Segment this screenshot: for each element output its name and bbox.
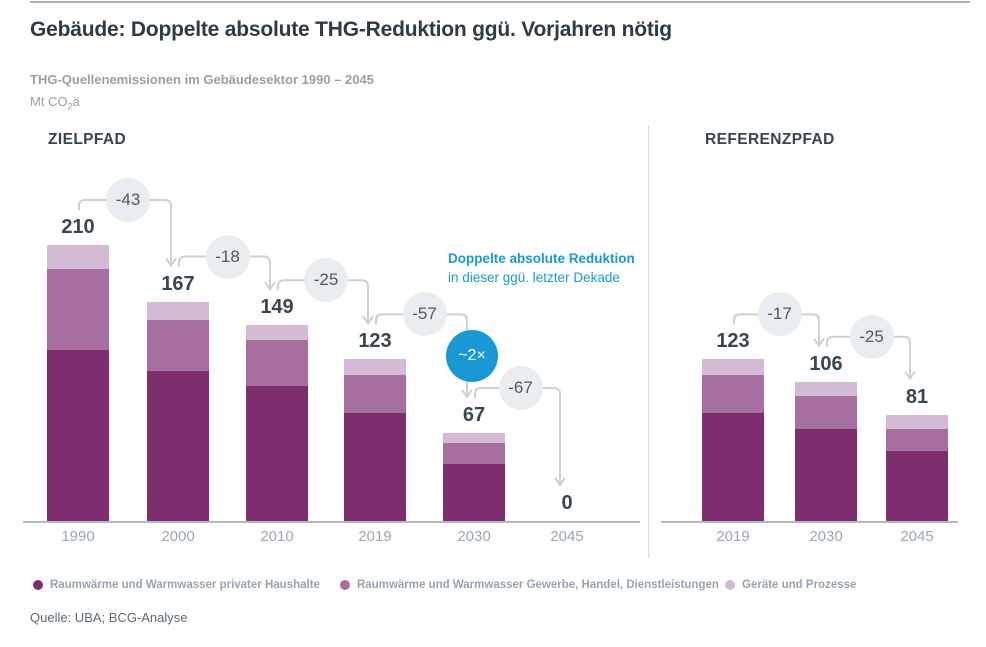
bar-total-label: 210 (61, 216, 95, 239)
bar-segment (443, 464, 505, 521)
bar-segment (443, 443, 505, 465)
x-axis-label: 2019 (358, 528, 392, 545)
bar-segment (246, 325, 308, 340)
bar-segment (344, 413, 406, 521)
x-axis-label: 1990 (61, 528, 95, 545)
legend-dot-devices (725, 580, 735, 590)
x-axis-label: 2010 (260, 528, 294, 545)
x-axis-referenzpfad (661, 521, 958, 523)
bar-segment (702, 413, 764, 521)
source-note: Quelle: UBA; BCG-Analyse (30, 610, 188, 625)
x-axis-label: 2030 (457, 528, 491, 545)
bar-total-label: 0 (561, 492, 573, 514)
bar-total-label: 123 (358, 330, 392, 353)
bar-segment (886, 451, 948, 521)
bar-total-label: 149 (260, 296, 294, 319)
legend-label: Raumwärme und Warmwasser privater Hausha… (50, 579, 320, 591)
bar-segment (702, 359, 764, 376)
unit-prefix: Mt CO (30, 94, 68, 109)
delta-circle: -67 (498, 365, 543, 410)
legend-dot-households (33, 580, 43, 590)
bar-total-label: 167 (161, 272, 195, 295)
delta-circle: -57 (402, 292, 447, 337)
x-axis-label: 2045 (550, 528, 584, 545)
zielpfad-heading: ZIELPFAD (48, 131, 127, 148)
unit-label: Mt CO2ä (30, 94, 80, 112)
bar-total-label: 123 (716, 330, 750, 353)
delta-circle: -43 (106, 178, 150, 223)
annotation-line2: in dieser ggü. letzter Dekade (448, 270, 620, 285)
bar-segment (702, 375, 764, 414)
delta-arrowhead (461, 389, 473, 399)
legend-label: Raumwärme und Warmwasser Gewerbe, Handel… (357, 579, 719, 591)
chart-subtitle: THG-Quellenemissionen im Gebäudesektor 1… (30, 72, 374, 87)
bar-total-label: 81 (905, 385, 929, 408)
legend-item-devices: Geräte und Prozesse (725, 579, 856, 591)
unit-suffix: ä (72, 94, 80, 109)
page-title: Gebäude: Doppelte absolute THG-Reduktion… (30, 18, 672, 41)
referenzpfad-heading: REFERENZPFAD (705, 131, 835, 148)
bar-segment (443, 432, 505, 444)
bar-segment (47, 350, 109, 521)
x-axis-zielpfad (23, 521, 640, 523)
delta-arrowhead (264, 281, 276, 291)
bar-total-label: 67 (462, 403, 486, 426)
delta-circle: -25 (304, 258, 348, 303)
delta-circle: -18 (205, 234, 250, 279)
delta-circle: -25 (849, 314, 894, 359)
x-axis-label: 2019 (716, 528, 750, 545)
legend-dot-commerce (340, 580, 350, 590)
bar-total-label: 106 (809, 352, 843, 375)
x-axis-label: 2000 (161, 528, 195, 545)
bar-segment (147, 319, 209, 372)
chart-divider (648, 125, 649, 558)
bar-segment (795, 381, 857, 397)
bar-segment (47, 245, 109, 269)
bar-segment (246, 339, 308, 386)
bar-segment (147, 371, 209, 521)
bar-segment (795, 429, 857, 521)
delta-arrowhead (362, 315, 374, 326)
annotation: Doppelte absolute Reduktion in dieser gg… (448, 249, 678, 287)
x-axis-label: 2030 (809, 528, 843, 545)
multiplier-badge: ~2× (446, 330, 498, 383)
x-axis-label: 2045 (900, 528, 934, 545)
delta-arrowhead (165, 257, 177, 268)
annotation-line1: Doppelte absolute Reduktion (448, 251, 635, 266)
bar-segment (795, 396, 857, 429)
legend-label: Geräte und Prozesse (742, 579, 857, 591)
delta-arrowhead (554, 477, 566, 487)
bar-segment (47, 268, 109, 351)
top-rule (30, 1, 970, 3)
bar-segment (886, 414, 948, 430)
delta-arrowhead (904, 370, 916, 381)
legend-item-commerce: Raumwärme und Warmwasser Gewerbe, Handel… (340, 579, 719, 591)
bar-segment (246, 385, 308, 521)
bar-segment (886, 429, 948, 452)
delta-circle: -17 (757, 292, 802, 337)
unit-subscript: 2 (67, 101, 73, 112)
bar-segment (344, 359, 406, 376)
legend-item-households: Raumwärme und Warmwasser privater Hausha… (33, 579, 320, 591)
delta-arrowhead (813, 338, 825, 348)
bar-segment (344, 375, 406, 414)
bar-segment (147, 301, 209, 320)
